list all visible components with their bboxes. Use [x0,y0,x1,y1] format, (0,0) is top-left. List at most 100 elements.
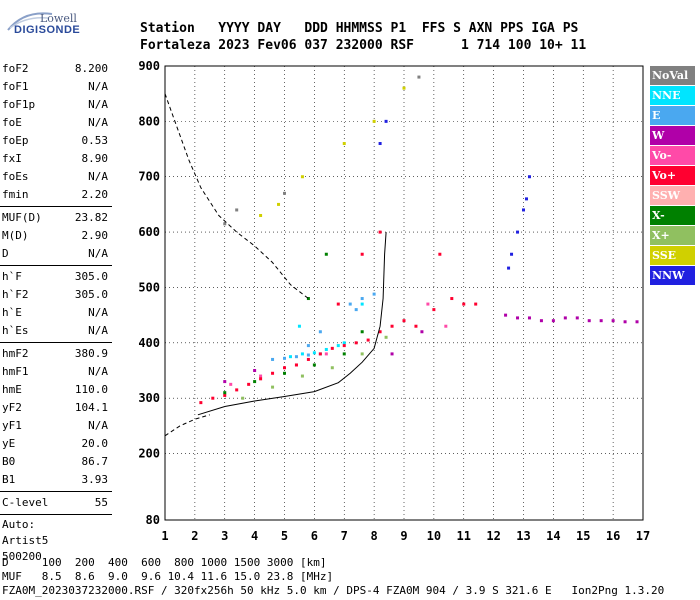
param-label: yF1 [2,419,22,432]
data-point [342,352,346,356]
data-point [283,366,286,370]
data-point [306,297,310,301]
param-value: 86.7 [81,455,109,468]
data-point [241,396,245,400]
legend-item: E [650,106,695,126]
data-point [378,230,382,234]
data-point [259,377,263,381]
param-label: foF1p [2,98,36,111]
param-label: hmF1 [2,365,29,378]
footer-distance-row: D 100 200 400 600 800 1000 1500 3000 [km… [2,556,327,569]
param-value: N/A [88,365,108,378]
param-label: D [2,247,9,260]
data-point [253,380,257,384]
param-value: 2.90 [81,229,109,242]
data-point [611,319,615,323]
data-point [378,142,382,146]
param-value: 3.93 [81,473,109,486]
param-label: M(D) [2,229,29,242]
data-point [414,324,418,328]
data-point [283,356,286,360]
param-separator [0,206,112,207]
legend-item: NNE [650,86,695,106]
data-point [318,352,322,356]
param-label: yF2 [2,401,22,414]
param-row: fmin 2.20 [0,186,112,204]
param-row: foF2 8.200 [0,60,112,78]
data-point [247,382,251,386]
data-point [306,357,310,361]
param-label: foEp [2,134,29,147]
param-label: h`E [2,306,22,319]
x-tick-label: 16 [606,529,620,543]
x-tick-label: 5 [281,529,288,543]
data-point [432,308,436,312]
data-point [507,266,511,270]
data-point [599,319,603,323]
y-tick-label: 300 [138,391,160,405]
param-row: M(D) 2.90 [0,227,112,245]
data-point [444,324,448,328]
data-point [420,330,424,334]
parameter-panel: foF2 8.200 foF1 N/A foF1p N/A foE N/A foEp 0.53 fx… [0,60,112,565]
param-value: 104.1 [74,401,108,414]
param-row: foEp 0.53 [0,132,112,150]
data-point [384,335,388,339]
y-tick-label: 500 [138,280,160,294]
param-value: 23.82 [74,211,108,224]
param-label: foF1 [2,80,29,93]
y-tick-label: 700 [138,170,160,184]
data-point [417,75,421,79]
data-point [259,213,263,217]
param-label: hmE [2,383,22,396]
param-row: D N/A [0,245,112,263]
param-value: N/A [88,80,108,93]
param-value: N/A [88,247,108,260]
y-tick-label: 900 [138,59,160,73]
data-point [474,302,478,306]
param-row: hmF1 N/A [0,363,112,381]
data-point [283,371,286,375]
logo-text-lowell: Lowell [40,12,77,25]
param-value: 20.0 [81,437,109,450]
param-value: 2.20 [81,188,109,201]
param-row: h`Es N/A [0,322,112,340]
data-point [360,252,364,256]
param-row: h`E N/A [0,304,112,322]
data-point [360,297,364,301]
auto-scaling-text: Artist5 [2,534,49,547]
data-point [300,175,304,179]
digisonde-logo [4,6,84,42]
param-row: foEs N/A [0,168,112,186]
data-point [342,142,346,146]
data-point [253,369,257,373]
data-point [271,371,275,375]
data-point [211,396,215,400]
logo-swoosh-icon [7,12,53,31]
param-value: 8.200 [74,62,108,75]
data-point [516,230,520,234]
x-tick-label: 6 [311,529,318,543]
param-row: hmE 110.0 [0,381,112,399]
data-point [271,357,275,361]
data-point [623,320,627,324]
param-label: h`F [2,270,22,283]
y-tick-label: 80 [146,513,160,527]
auto-scaling-text: Auto: [2,518,36,531]
y-tick-label: 200 [138,447,160,461]
data-point [462,302,466,306]
plot-frame [164,65,644,521]
data-point [288,355,292,359]
param-label: C-level [2,496,49,509]
param-value: 305.0 [74,270,108,283]
param-value: 8.90 [81,152,109,165]
param-row: foE N/A [0,114,112,132]
legend: NoVal NNE E W Vo- Vo+ SSW X- X+ SSE NNW [650,66,695,286]
data-point [342,341,346,345]
data-point [539,319,543,323]
data-point [390,324,394,328]
x-tick-label: 13 [516,529,530,543]
data-point [223,222,227,226]
dashed-trace [164,93,309,299]
param-label: foF2 [2,62,29,75]
